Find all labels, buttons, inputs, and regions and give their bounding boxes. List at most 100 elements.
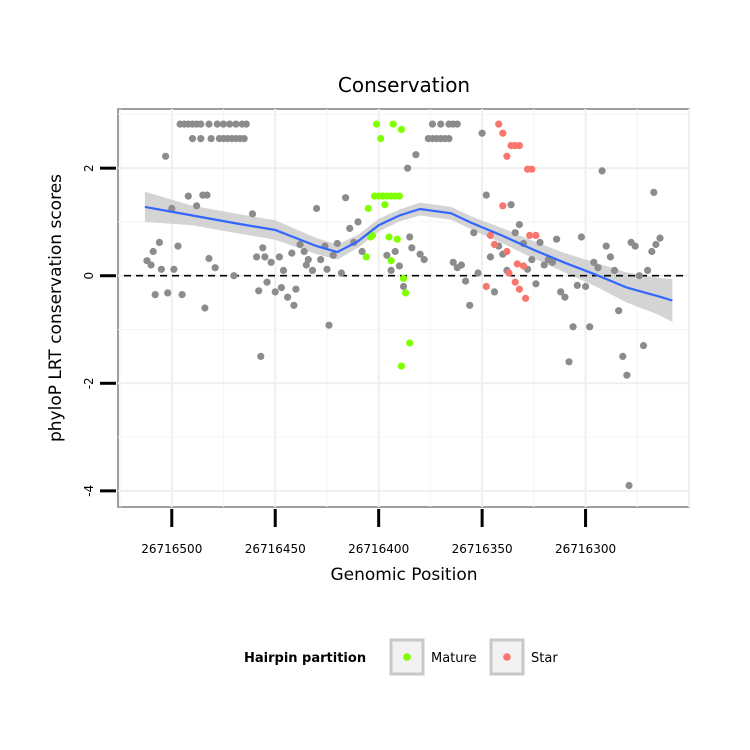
data-point-mature [406,339,414,347]
data-point-other [207,135,215,143]
data-point-mature [381,201,389,209]
data-point-other [383,251,391,259]
data-point-other [648,247,656,256]
y-tick-label: 2 [82,164,96,172]
data-point-other [157,265,165,273]
data-point-other [333,239,341,248]
data-point-star [513,260,521,268]
data-point-other [453,120,461,128]
data-point-other [197,135,205,143]
data-point-other [337,269,345,277]
data-point-star [532,231,540,239]
data-point-star [499,129,507,137]
data-point-mature [389,120,397,128]
data-point-other [540,261,548,269]
x-tick-label: 26716350 [452,542,513,556]
data-point-star [515,285,524,293]
data-point-other [174,242,182,250]
data-point-other [507,201,515,209]
data-point-other [602,242,610,250]
data-point-other [230,272,238,280]
data-point-other [213,120,221,128]
x-tick-label: 26716450 [245,542,306,556]
confidence-ribbon [144,191,673,322]
data-point-other [226,120,234,128]
data-point-other [391,247,399,256]
data-point-other [652,240,660,249]
legend-title: Hairpin partition [244,651,366,666]
data-point-other [149,247,157,256]
smooth-trend-line [144,205,673,302]
data-point-other [346,224,354,232]
data-point-other [292,285,300,293]
x-tick-label: 26716400 [348,542,409,556]
x-tick-label: 26716300 [555,542,616,556]
data-point-other [184,192,192,200]
data-point-other [561,293,569,301]
data-point-other [211,264,219,272]
data-point-mature [377,135,385,143]
data-point-other [248,210,257,218]
data-point-mature [397,125,405,133]
data-point-other [257,352,265,360]
data-point-other [240,135,248,143]
data-point-other [557,288,565,296]
data-point-star [490,240,499,249]
data-point-star [505,269,513,277]
axes: 26716500 26716450 26716400 26716350 26716300… [82,164,616,556]
data-point-other [358,247,366,256]
data-point-other [147,261,155,269]
data-point-other [329,251,337,259]
legend: Hairpin partition Mature Star [244,638,558,676]
data-point-star [495,120,503,128]
data-point-mature [402,289,410,297]
data-point-other [284,293,292,301]
data-point-other [205,120,213,128]
data-point-mature [373,120,381,128]
y-tick-label: 0 [82,272,96,280]
data-point-mature [362,253,370,261]
data-point-other [205,254,213,263]
data-point-other [408,244,416,252]
data-point-other [296,240,304,249]
data-point-other [548,258,557,266]
data-point-star [511,278,519,286]
data-point-other [606,253,615,261]
data-point-other [404,164,412,172]
data-point-other [253,253,261,261]
legend-label-mature: Mature [431,651,477,666]
data-point-other [635,272,643,280]
data-point-other [553,235,561,243]
data-point-other [164,289,172,297]
data-point-other [412,151,420,159]
data-point-other [290,301,298,309]
y-axis-label: phyloP LRT conservation scores [46,174,66,442]
smooth-line-layer [144,205,673,302]
chart-title: Conservation [338,73,470,97]
data-point-mature [393,235,401,243]
data-point-other [656,234,664,242]
data-point-other [151,291,159,299]
data-point-other [625,481,633,490]
data-point-other [478,129,486,137]
data-point-other [203,191,211,199]
data-point-other [313,204,321,213]
data-point-other [219,120,228,128]
data-point-other [300,247,308,256]
data-point-other [168,204,176,213]
data-point-other [416,250,424,258]
data-point-other [275,253,283,261]
data-point-other [178,291,186,299]
data-point-other [387,266,395,274]
data-point-other [532,280,540,288]
data-point-other [528,256,536,264]
data-point-mature [387,257,395,265]
data-point-other [623,371,631,379]
data-point-other [511,229,519,237]
data-point-mature [366,233,374,241]
data-point-other [573,281,581,289]
data-point-other [406,233,414,241]
data-point-other [188,135,197,143]
data-point-other [354,218,362,226]
